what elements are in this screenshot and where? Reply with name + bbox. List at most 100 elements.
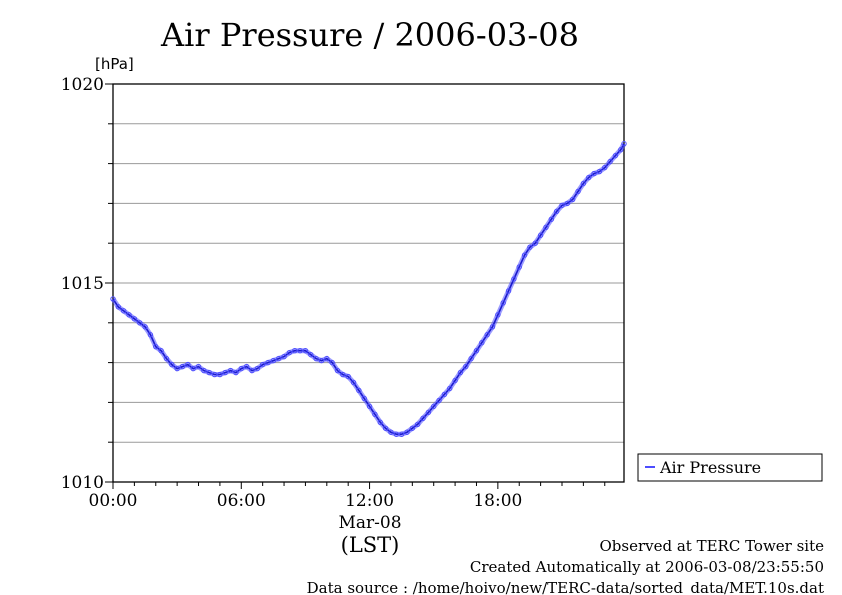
data-point (249, 367, 255, 374)
data-point (179, 363, 186, 370)
data-point (388, 429, 394, 435)
data-point (158, 347, 164, 354)
data-point (259, 361, 266, 368)
data-point (120, 308, 127, 314)
legend: Air Pressure (637, 453, 823, 482)
data-point (398, 431, 405, 437)
data-point (233, 369, 239, 376)
series-air-pressure (110, 141, 627, 437)
data-point (607, 158, 613, 165)
data-point (612, 152, 619, 159)
series-line-halo (110, 142, 627, 437)
data-point (227, 367, 234, 374)
data-point (265, 359, 271, 366)
data-point (618, 146, 624, 153)
data-point (580, 180, 587, 187)
data-point (308, 351, 314, 358)
data-point (532, 240, 538, 246)
data-point (409, 425, 416, 431)
data-point (468, 355, 474, 362)
data-point (591, 170, 597, 177)
data-point (575, 188, 581, 195)
data-point (543, 224, 549, 230)
data-point (163, 355, 170, 362)
data-point (286, 349, 293, 356)
data-point (110, 296, 116, 302)
data-point (463, 363, 469, 370)
data-point (596, 168, 603, 175)
data-point (621, 141, 627, 147)
data-point (131, 316, 138, 322)
data-point (222, 369, 228, 376)
data-point (484, 332, 490, 338)
data-point (559, 202, 565, 209)
data-point (329, 359, 335, 366)
y-axis: 1010 1015 1020 (61, 75, 113, 493)
data-point (206, 369, 212, 376)
y-axis-unit-label: [hPa] (95, 55, 134, 73)
data-point (169, 361, 175, 368)
x-axis: 00:00 06:00 12:00 18:00 (89, 482, 606, 511)
data-point (318, 357, 325, 364)
data-point (382, 425, 389, 431)
data-point (292, 347, 298, 354)
data-point (452, 377, 458, 384)
x-axis-timezone-label: (LST) (341, 533, 400, 557)
data-point (276, 355, 282, 362)
chart-title: Air Pressure / 2006-03-08 (160, 16, 579, 54)
data-point (201, 367, 207, 374)
data-point (361, 395, 367, 402)
data-point (521, 252, 528, 258)
data-point (425, 409, 432, 416)
footer-source: Data source : /home/hoivo/new/TERC-data/… (307, 579, 824, 595)
data-point (185, 361, 191, 368)
data-point (195, 363, 202, 370)
gridlines (113, 123, 624, 443)
data-point (243, 363, 250, 370)
data-point (553, 208, 560, 215)
legend-box (637, 453, 823, 482)
data-point (302, 347, 309, 354)
data-point (586, 174, 592, 181)
data-point (366, 403, 373, 410)
data-point (270, 357, 277, 364)
data-point (473, 347, 480, 354)
data-point (153, 343, 159, 350)
data-point (217, 371, 223, 378)
data-point (350, 379, 357, 386)
data-point (334, 367, 341, 374)
data-point (238, 365, 244, 372)
data-point (297, 347, 303, 354)
y-tick-label: 1020 (61, 75, 104, 95)
data-point (254, 365, 261, 372)
data-point (495, 312, 501, 318)
data-point (147, 332, 154, 338)
data-point (500, 300, 506, 306)
data-point (174, 365, 180, 372)
footer-site: Observed at TERC Tower site (599, 537, 824, 555)
data-point (345, 373, 351, 380)
data-point (489, 324, 496, 330)
data-point (356, 387, 362, 394)
data-point (537, 232, 544, 238)
data-point (447, 385, 453, 392)
data-point (377, 419, 383, 425)
data-point (569, 196, 576, 203)
data-point (527, 244, 533, 250)
data-point (420, 415, 426, 422)
data-point (190, 365, 196, 372)
legend-label: Air Pressure (659, 458, 761, 477)
x-tick-label: 12:00 (345, 491, 394, 511)
data-point (137, 320, 143, 326)
x-tick-label: 18:00 (473, 491, 522, 511)
data-point (115, 304, 122, 310)
data-point (126, 312, 132, 318)
data-point (457, 369, 464, 376)
data-point (505, 288, 512, 294)
data-point (281, 353, 287, 360)
data-point (340, 371, 346, 378)
data-point (511, 276, 517, 282)
data-point (404, 429, 410, 435)
data-point (211, 371, 218, 378)
data-point (436, 397, 442, 404)
